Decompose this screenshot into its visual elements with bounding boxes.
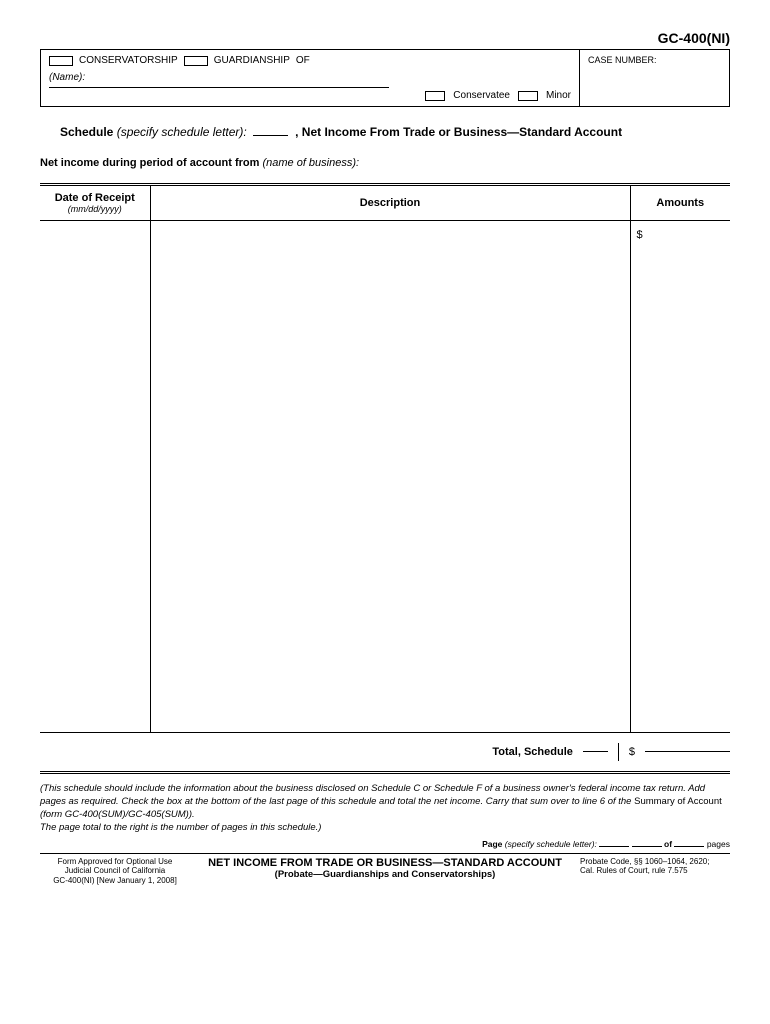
header-box: CONSERVATORSHIP GUARDIANSHIP OF (Name): … (40, 49, 730, 107)
page-of: of (664, 839, 672, 849)
instructions: (This schedule should include the inform… (40, 782, 730, 835)
conservatee-checkbox[interactable] (425, 91, 445, 101)
page-total-input[interactable] (674, 846, 704, 847)
subtitle-italic: (name of business): (262, 157, 359, 169)
page-num-input[interactable] (632, 846, 662, 847)
footer: Form Approved for Optional Use Judicial … (40, 857, 730, 886)
minor-label: Minor (546, 90, 571, 101)
col-date-header: Date of Receipt (mm/dd/yyyy) (40, 186, 150, 221)
instr-line2: The page total to the right is the numbe… (40, 822, 321, 833)
desc-cell[interactable] (150, 223, 630, 733)
name-input-line[interactable] (49, 87, 389, 88)
total-label: Total, Schedule (492, 746, 572, 758)
total-row: Total, Schedule $ (40, 743, 730, 761)
date-cell[interactable] (40, 223, 150, 733)
case-number-label: CASE NUMBER: (588, 55, 657, 65)
page-specify: (specify schedule letter): (505, 839, 597, 849)
page-line: Page (specify schedule letter): of pages (40, 839, 730, 849)
schedule-specify: (specify schedule letter): (117, 125, 247, 139)
footer-right1: Probate Code, §§ 1060–1064, 2620; (580, 857, 730, 867)
schedule-title: Schedule (specify schedule letter): , Ne… (60, 125, 730, 139)
dollar-sign: $ (637, 229, 643, 241)
conservatee-label: Conservatee (453, 90, 510, 101)
footer-center: NET INCOME FROM TRADE OR BUSINESS—STANDA… (190, 857, 580, 880)
schedule-suffix: , Net Income From Trade or Business—Stan… (295, 125, 622, 139)
name-label: (Name): (49, 72, 85, 83)
guardianship-checkbox[interactable] (184, 56, 208, 66)
page-letter-input[interactable] (599, 846, 629, 847)
footer-right: Probate Code, §§ 1060–1064, 2620; Cal. R… (580, 857, 730, 876)
instr-line1-normal: Summary of Account (634, 796, 722, 807)
footer-rule (40, 853, 730, 854)
of-label: OF (296, 55, 310, 66)
conservatorship-label: CONSERVATORSHIP (79, 55, 178, 66)
guardianship-label: GUARDIANSHIP (214, 55, 290, 66)
header-left: CONSERVATORSHIP GUARDIANSHIP OF (Name): … (41, 50, 579, 106)
sub-row: Conservatee Minor (49, 90, 571, 101)
footer-center1: NET INCOME FROM TRADE OR BUSINESS—STANDA… (190, 857, 580, 869)
total-amount-input[interactable] (645, 751, 730, 752)
total-dollar: $ (629, 746, 635, 758)
conservatorship-checkbox[interactable] (49, 56, 73, 66)
col-desc-header: Description (150, 186, 630, 221)
footer-left3: GC-400(NI) [New January 1, 2008] (40, 876, 190, 886)
schedule-letter-input[interactable] (253, 135, 288, 136)
main-table: Date of Receipt (mm/dd/yyyy) Description… (40, 183, 730, 735)
subtitle-bold: Net income during period of account from (40, 157, 259, 169)
col-date-label: Date of Receipt (55, 192, 135, 204)
page-prefix: Page (482, 839, 502, 849)
case-number-box: CASE NUMBER: (579, 50, 729, 106)
double-rule (40, 771, 730, 774)
instr-line1: (This schedule should include the inform… (40, 783, 705, 807)
form-code: GC-400(NI) (40, 30, 730, 46)
minor-checkbox[interactable] (518, 91, 538, 101)
footer-right2: Cal. Rules of Court, rule 7.575 (580, 866, 730, 876)
type-row: CONSERVATORSHIP GUARDIANSHIP OF (49, 55, 571, 66)
subtitle: Net income during period of account from… (40, 157, 730, 169)
col-date-sublabel: (mm/dd/yyyy) (44, 204, 146, 214)
col-amt-header: Amounts (630, 186, 730, 221)
name-row: (Name): (49, 72, 571, 83)
footer-left2: Judicial Council of California (40, 866, 190, 876)
amt-cell[interactable]: $ (630, 223, 730, 733)
footer-left: Form Approved for Optional Use Judicial … (40, 857, 190, 886)
footer-left1: Form Approved for Optional Use (40, 857, 190, 867)
schedule-prefix: Schedule (60, 125, 113, 139)
total-schedule-input[interactable] (583, 751, 608, 752)
instr-line1-end: (form GC-400(SUM)/GC-405(SUM)). (40, 809, 195, 820)
page-pages: pages (707, 839, 730, 849)
total-divider (618, 743, 619, 761)
footer-center2: (Probate—Guardianships and Conservatorsh… (190, 869, 580, 880)
